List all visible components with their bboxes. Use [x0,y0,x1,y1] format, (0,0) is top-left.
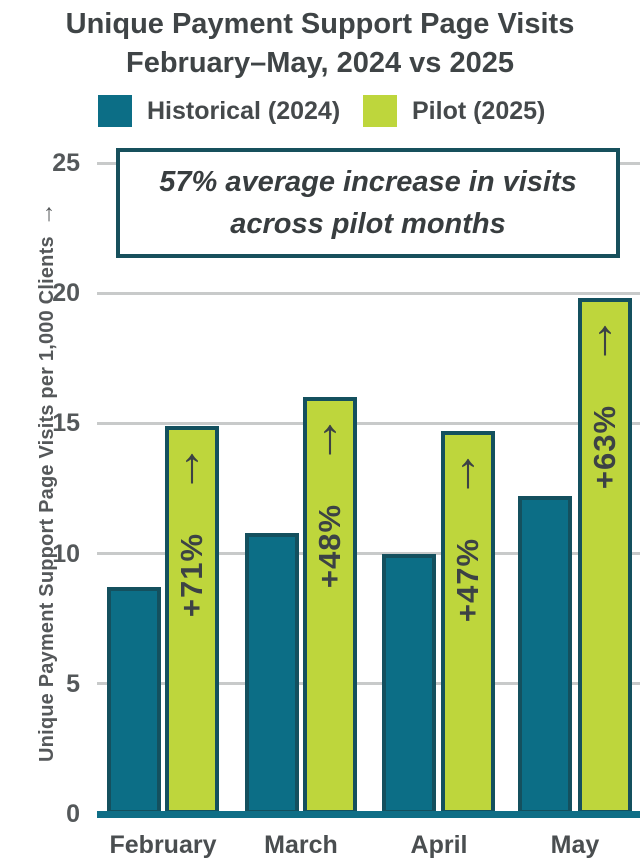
increase-arrow-icon: ↑ [179,437,205,493]
bar-historical-april [382,553,436,814]
legend-swatch-historical [98,95,132,127]
legend-item-historical: Historical (2024) [98,95,340,127]
x-axis-line [97,811,640,818]
increase-label-box: +71% [169,502,215,647]
increase-label-march: +48% [312,503,347,588]
y-tick-label-0: 0 [66,800,80,828]
up-arrow-icon: → [32,202,59,227]
y-tick-label-10: 10 [52,539,80,568]
gridline-10 [97,552,640,556]
increase-label-box: +48% [307,473,353,618]
bar-historical-may [518,496,572,814]
bar-pilot-april: ↑ +47% [441,431,495,814]
y-tick-label-5: 5 [66,669,80,698]
increase-label-box: +63% [582,374,628,519]
bar-pilot-march: ↑ +48% [303,397,357,814]
x-tick-label-may: May [550,831,600,859]
y-tick-label-20: 20 [52,279,80,308]
chart-title-line1: Unique Payment Support Page Visits [65,8,575,40]
increase-arrow-icon: ↑ [317,408,343,465]
bar-historical-february [107,587,161,814]
increase-arrow-icon: ↑ [455,442,481,499]
bar-pilot-february: ↑ +71% [165,426,219,814]
gridline-15 [97,421,640,425]
legend-swatch-pilot [363,95,397,127]
gridline-5 [97,682,640,686]
chart-title-line2: February–May, 2024 vs 2025 [125,47,514,79]
increase-label-april: +47% [450,537,485,622]
annotation-text: 57% average increase in visits across pi… [159,165,577,240]
y-tick-label-25: 25 [52,149,80,177]
increase-label-february: +71% [174,532,209,617]
x-tick-label-april: April [410,831,468,859]
bar-historical-march [245,532,299,814]
legend-label-historical: Historical (2024) [147,96,341,125]
x-tick-label-february: February [109,831,217,859]
x-tick-label-march: March [264,831,338,859]
increase-label-may: +63% [587,404,622,489]
chart-title: Unique Payment Support Page Visits Febru… [0,5,640,83]
gridline-20 [97,291,640,295]
bar-pilot-may: ↑ +63% [578,298,632,814]
y-tick-label-15: 15 [52,409,80,438]
legend-item-pilot: Pilot (2025) [363,95,545,127]
legend-label-pilot: Pilot (2025) [412,96,546,125]
increase-label-box: +47% [445,507,491,652]
increase-arrow-icon: ↑ [592,309,618,366]
annotation-callout: 57% average increase in visits across pi… [116,148,620,258]
